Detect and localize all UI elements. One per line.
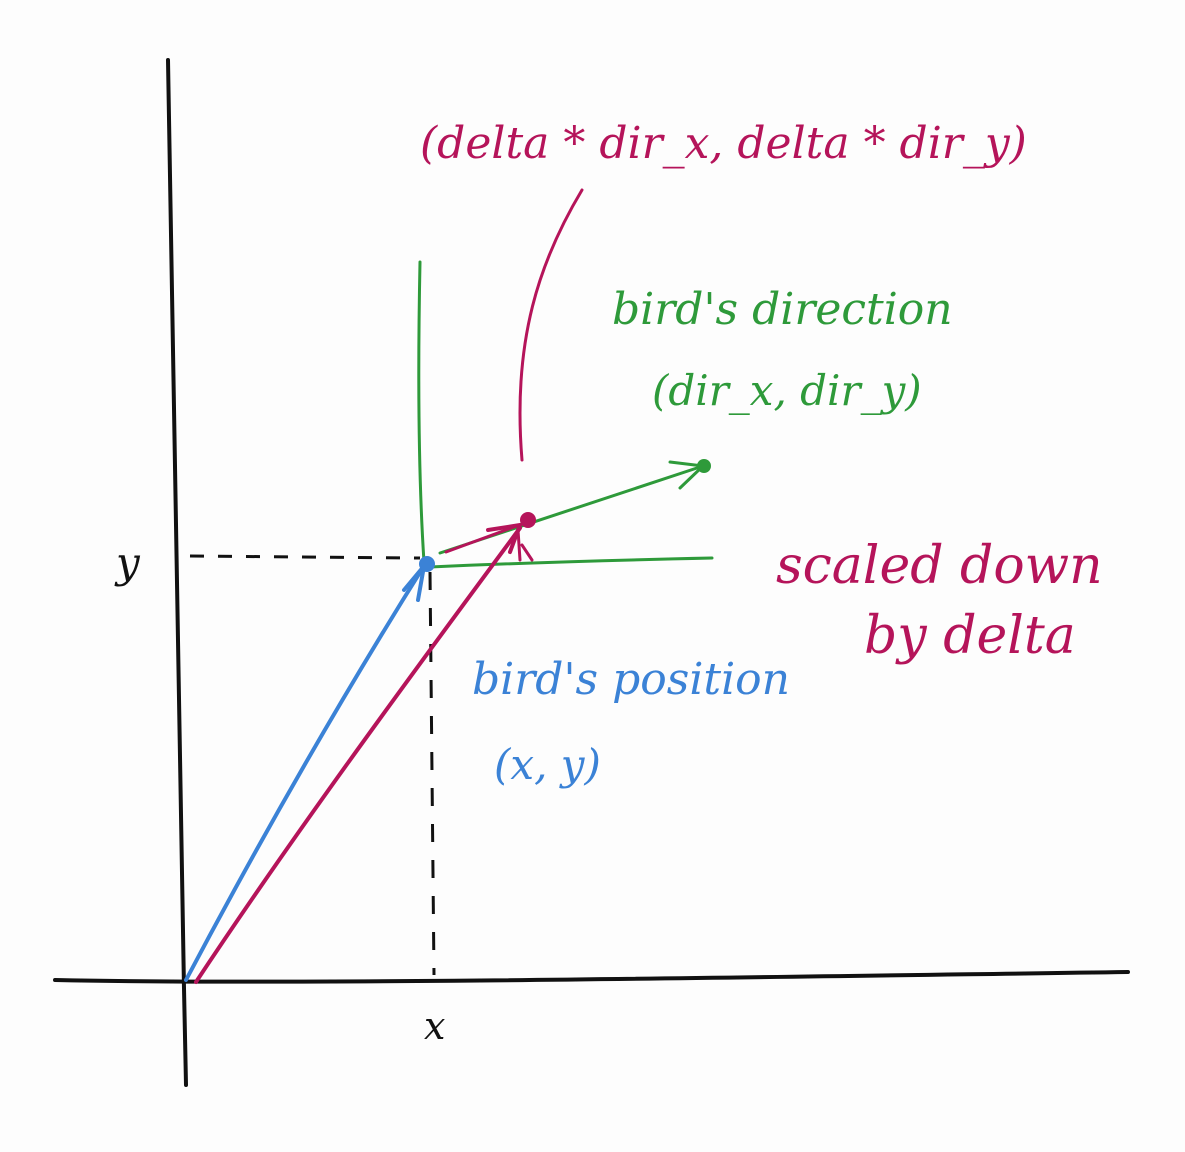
x-guide-dashed	[428, 571, 436, 976]
position-vector	[184, 564, 426, 982]
scaled-vector-leader	[518, 188, 584, 462]
scaled-down-label-line2: by delta	[864, 606, 1076, 666]
scaled-vector-label: (delta * dir_x, delta * dir_y)	[420, 118, 1027, 169]
resulting-point	[520, 512, 536, 528]
scaled-step-vector	[444, 522, 524, 554]
y-axis-label: y	[116, 538, 140, 587]
direction-local-x-axis	[428, 556, 714, 569]
direction-local-y-axis	[417, 260, 426, 564]
direction-title: bird's direction	[612, 284, 953, 335]
direction-vector-tip	[697, 459, 711, 473]
scaled-step-components	[516, 528, 534, 562]
y-guide-dashed	[189, 554, 421, 560]
scaled-down-label-line1: scaled down	[776, 536, 1103, 596]
position-point	[419, 556, 435, 572]
position-coords: (x, y)	[494, 740, 601, 789]
resulting-vector	[194, 526, 522, 984]
x-axis	[53, 970, 1130, 984]
direction-coords: (dir_x, dir_y)	[652, 366, 922, 415]
x-axis-label: x	[424, 1004, 446, 1048]
y-axis	[166, 58, 188, 1087]
position-title: bird's position	[472, 654, 790, 705]
